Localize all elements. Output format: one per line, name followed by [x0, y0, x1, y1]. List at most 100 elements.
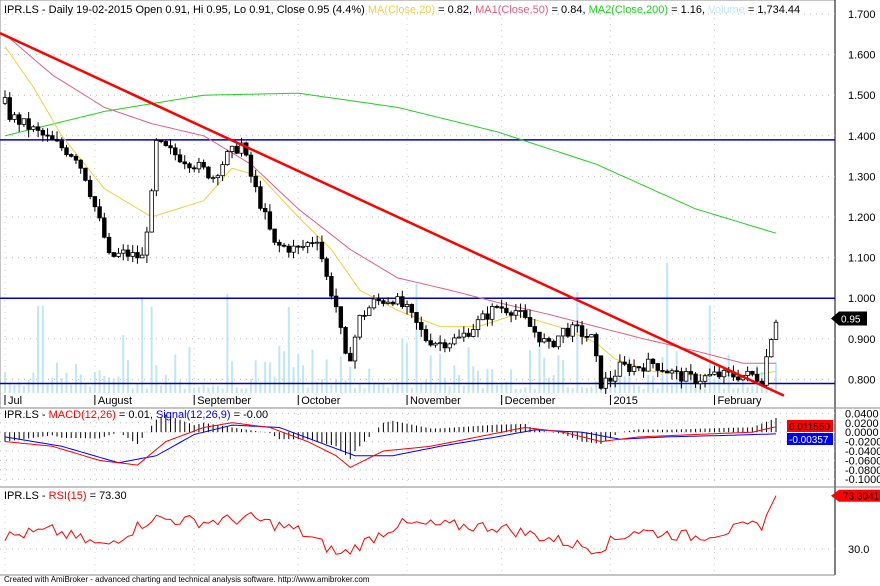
ma20-line	[4, 46, 777, 376]
candle-down	[87, 179, 93, 197]
macd-tick-label: -0.0600	[845, 455, 880, 467]
ma50-line	[4, 33, 776, 364]
candle-down	[551, 340, 556, 348]
candle-down	[201, 161, 206, 168]
candle-down	[532, 326, 537, 333]
candle-down	[296, 245, 301, 248]
candle-up	[437, 342, 443, 345]
volume-bar	[46, 384, 49, 393]
candle-down	[54, 138, 60, 142]
volume-bar	[396, 382, 399, 393]
candle-down	[466, 332, 471, 337]
volume-bar	[372, 383, 375, 393]
candle-down	[168, 145, 173, 149]
volume-bar	[633, 384, 636, 393]
volume-bar	[562, 360, 565, 393]
signal-line	[4, 424, 777, 464]
candle-down	[234, 145, 239, 154]
month-label: October	[301, 395, 340, 407]
trendline	[0, 31, 785, 397]
volume-bar	[519, 388, 522, 393]
volume-bar	[202, 384, 205, 393]
volume-bar	[481, 388, 484, 393]
candle-down	[390, 301, 396, 305]
candle-down	[622, 361, 627, 365]
volume-bar	[216, 385, 219, 393]
candle-down	[187, 163, 192, 169]
volume-bar	[141, 297, 144, 393]
candle-up	[2, 97, 8, 104]
candle-up	[357, 314, 362, 338]
macd-tick-label: -0.1000	[845, 474, 880, 486]
volume-bar	[670, 384, 673, 393]
volume-value: = 1,734.44	[744, 4, 801, 16]
volume-bar	[694, 386, 697, 393]
candle-down	[125, 249, 131, 257]
signal-value-tag	[787, 433, 833, 445]
candle-down	[665, 370, 670, 374]
macd-line	[4, 422, 777, 468]
price-tick-label: 1.100	[848, 253, 876, 265]
candle-down	[409, 304, 414, 313]
candle-up	[196, 161, 202, 170]
volume-bar	[429, 355, 432, 393]
candle-down	[7, 97, 12, 120]
volume-bar	[585, 387, 588, 393]
candle-down	[258, 186, 263, 209]
month-label: Jul	[8, 395, 22, 407]
volume-bar	[718, 368, 721, 393]
candle-down	[527, 317, 533, 327]
candle-down	[717, 371, 722, 378]
candle-down	[59, 140, 64, 149]
macd-last-value: 0.011550	[789, 422, 830, 433]
candle-down	[423, 329, 429, 342]
volume-bar	[401, 338, 404, 393]
volume-bar	[306, 387, 309, 393]
volume-bar	[188, 346, 191, 393]
volume-bar	[566, 387, 569, 393]
volume-bar	[514, 388, 517, 393]
volume-bar	[434, 384, 437, 393]
macd-prefix: IPR.LS -	[4, 409, 49, 421]
volume-bar	[453, 365, 456, 393]
candle-down	[182, 161, 187, 165]
candle-down	[73, 155, 79, 161]
volume-bar	[136, 383, 139, 393]
candle-down	[319, 241, 325, 260]
macd-value: = 0.01,	[115, 409, 156, 421]
price-tick-label: 1.500	[848, 90, 876, 102]
volume-bar	[652, 375, 655, 393]
rsi-value-tag	[831, 489, 880, 502]
candle-up	[433, 342, 438, 346]
candle-up	[745, 370, 750, 376]
candle-down	[106, 236, 112, 254]
candle-up	[367, 307, 372, 317]
month-label: August	[98, 395, 132, 407]
candle-down	[206, 166, 211, 179]
volume-bar	[179, 380, 182, 393]
candle-up	[385, 301, 391, 304]
volume-bar	[344, 380, 347, 393]
signal-last-value: -0.00357	[789, 435, 829, 446]
candle-down	[253, 175, 258, 188]
candle-up	[352, 336, 358, 362]
volume-bar	[320, 379, 323, 393]
volume-bar	[595, 381, 598, 393]
rsi-tick-label: 30.0	[848, 544, 869, 556]
candle-down	[485, 313, 490, 320]
macd-label: MACD(12,26)	[48, 409, 116, 421]
volume-bar	[737, 388, 740, 393]
volume-bar	[439, 353, 442, 393]
volume-bar	[254, 360, 257, 393]
volume-bar	[207, 387, 210, 393]
candle-down	[310, 242, 315, 244]
volume-bar	[231, 361, 234, 393]
volume-bar	[462, 385, 465, 393]
volume-bar	[330, 384, 333, 393]
candle-down	[579, 325, 585, 337]
volume-bar	[108, 377, 111, 393]
candle-down	[83, 167, 88, 181]
month-label: February	[718, 395, 763, 407]
candle-up	[130, 252, 135, 257]
